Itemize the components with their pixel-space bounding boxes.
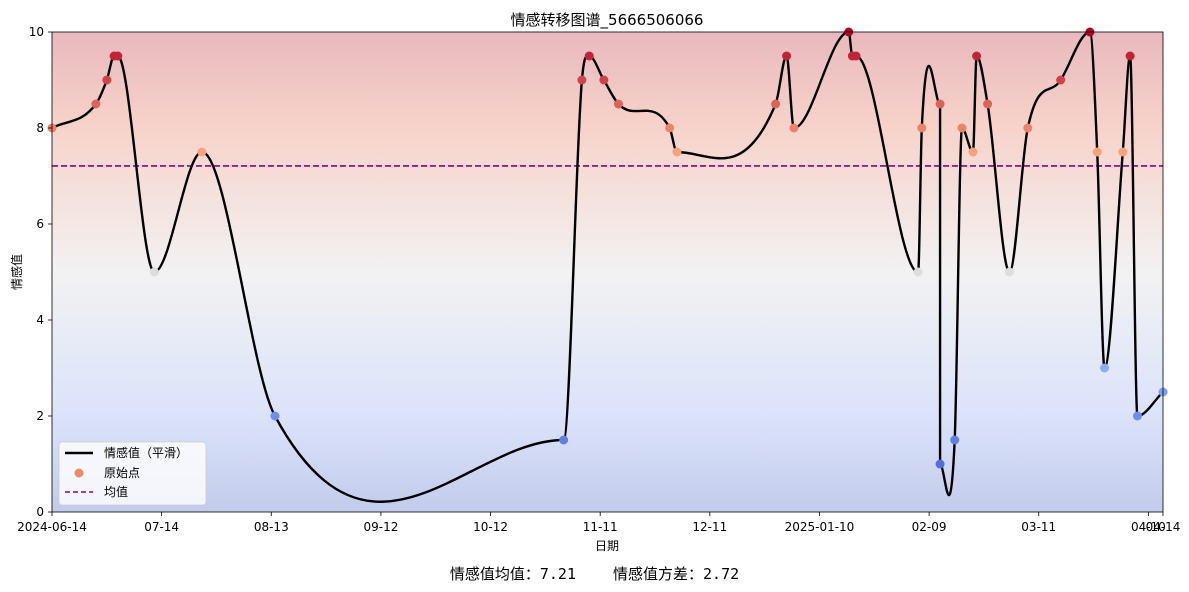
y-tick-label: 6 xyxy=(36,217,44,231)
data-point xyxy=(559,435,569,445)
data-point xyxy=(1056,75,1066,85)
data-point xyxy=(968,147,978,157)
data-point xyxy=(935,459,945,469)
data-point xyxy=(270,411,280,421)
data-point xyxy=(584,51,594,61)
data-point xyxy=(577,75,587,85)
stats-footer: 情感值均值：7.21 情感值方差：2.72 xyxy=(0,563,1189,584)
x-axis-label: 日期 xyxy=(595,539,619,553)
data-point xyxy=(1023,123,1033,133)
data-point xyxy=(935,99,945,109)
data-point xyxy=(957,123,967,133)
data-point xyxy=(613,99,623,109)
plot-frame xyxy=(51,31,1164,513)
data-point xyxy=(149,267,159,277)
data-point xyxy=(950,435,960,445)
x-tick-label: 2025-01-10 xyxy=(785,520,855,534)
data-point xyxy=(197,147,207,157)
x-tick-label: 04-10 xyxy=(1131,520,1166,534)
data-point xyxy=(917,123,927,133)
y-tick-label: 10 xyxy=(29,25,44,39)
x-tick-label: 07-14 xyxy=(144,520,179,534)
y-tick-label: 8 xyxy=(36,121,44,135)
data-point xyxy=(113,51,123,61)
data-point xyxy=(771,99,781,109)
y-tick-label: 0 xyxy=(36,505,44,519)
data-point xyxy=(851,51,861,61)
x-tick-label: 03-11 xyxy=(1021,520,1056,534)
data-point xyxy=(782,51,792,61)
x-tick-label: 10-12 xyxy=(473,520,508,534)
data-point xyxy=(983,99,993,109)
legend-label-smoothed: 情感值（平滑） xyxy=(104,445,188,460)
legend-box xyxy=(58,441,207,506)
plot-background xyxy=(52,32,1163,512)
data-point xyxy=(913,267,923,277)
legend-label-mean: 均值 xyxy=(104,484,128,499)
x-tick-label: 12-11 xyxy=(692,520,727,534)
data-point xyxy=(789,123,799,133)
x-tick-label: 08-13 xyxy=(254,520,289,534)
data-point xyxy=(1100,363,1110,373)
x-tick-label: 2024-06-14 xyxy=(17,520,87,534)
data-point xyxy=(102,75,112,85)
y-axis-label: 情感值 xyxy=(9,254,24,290)
data-point xyxy=(1118,147,1128,157)
x-tick-label: 02-09 xyxy=(912,520,947,534)
chart-title: 情感转移图谱_5666506066 xyxy=(511,11,704,30)
x-tick-label: 04-14 xyxy=(1146,520,1181,534)
data-point xyxy=(91,99,101,109)
data-point xyxy=(1125,51,1135,61)
data-point xyxy=(1092,147,1102,157)
variance-stat: 情感值方差：2.72 xyxy=(613,565,740,583)
smoothed-line xyxy=(52,32,1163,503)
x-tick-label: 11-11 xyxy=(583,520,618,534)
x-tick-label: 09-12 xyxy=(363,520,398,534)
legend-point-swatch xyxy=(74,468,84,478)
data-point xyxy=(1005,267,1015,277)
y-tick-label: 4 xyxy=(36,313,44,327)
data-point xyxy=(672,147,682,157)
data-point xyxy=(972,51,982,61)
legend: 情感值（平滑） 原始点 均值 xyxy=(58,441,207,506)
y-tick-label: 2 xyxy=(36,409,44,423)
data-point xyxy=(599,75,609,85)
mean-stat: 情感值均值：7.21 xyxy=(449,565,576,583)
data-point xyxy=(665,123,675,133)
legend-label-points: 原始点 xyxy=(104,466,140,480)
data-point xyxy=(1132,411,1142,421)
